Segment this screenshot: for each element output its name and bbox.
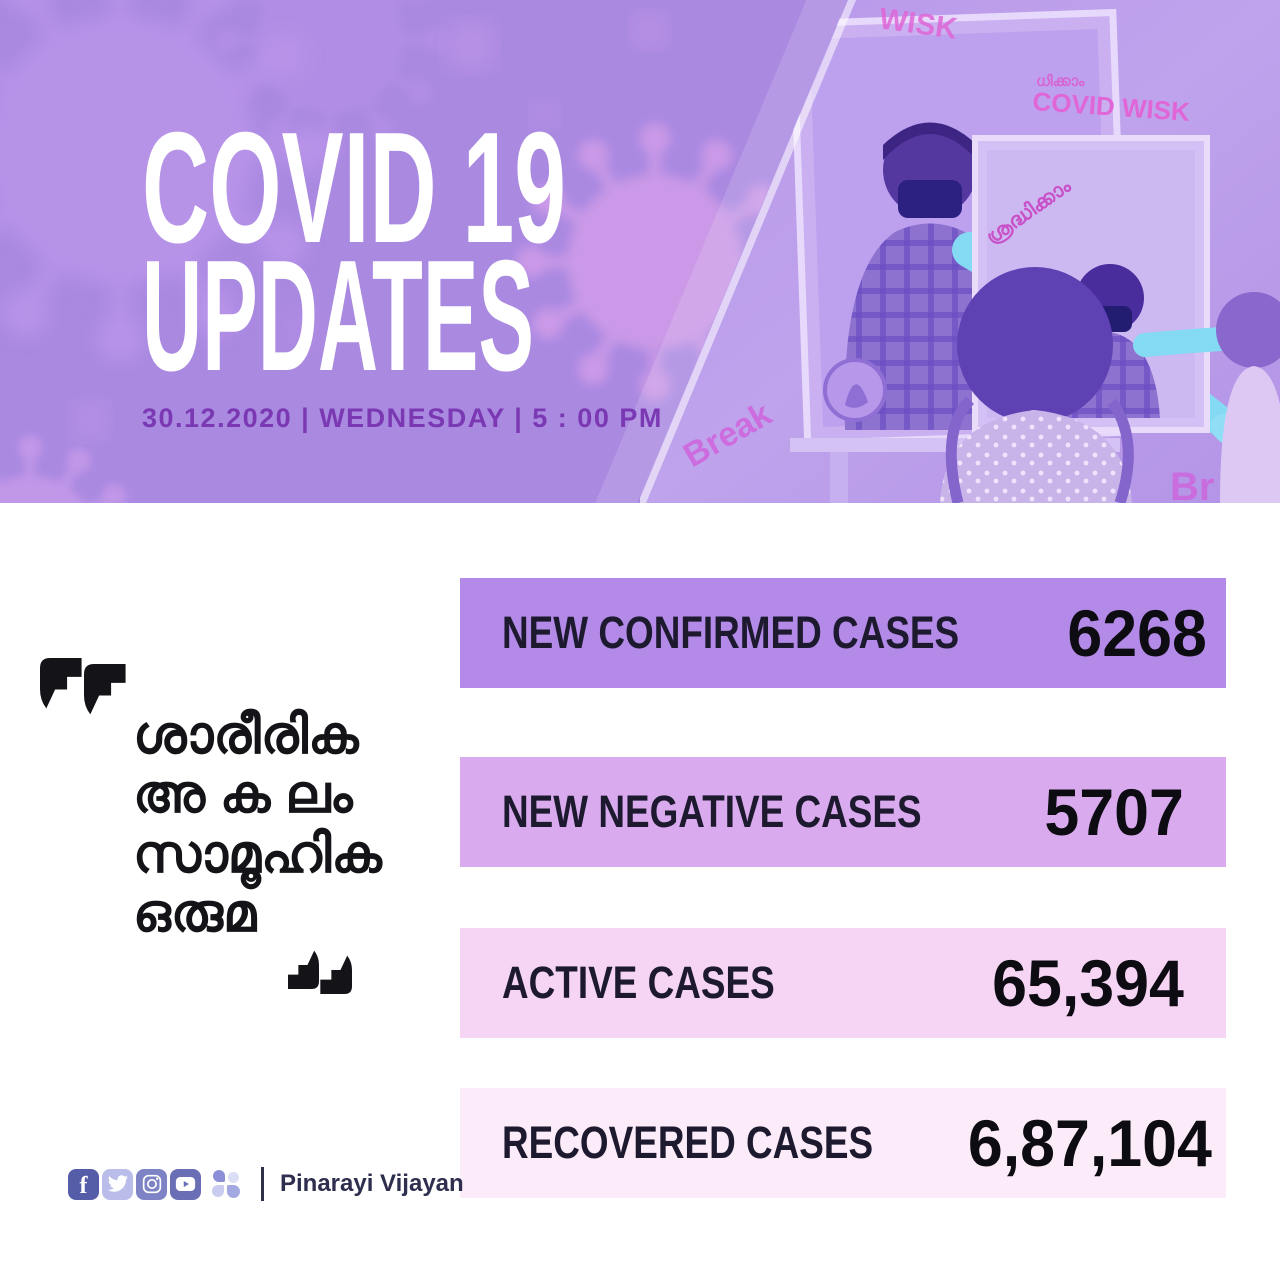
- svg-text:ധിക്കാം: ധിക്കാം: [1036, 73, 1085, 90]
- quote-line: ശാരീരിക: [133, 706, 359, 765]
- title-line-2: UPDATES: [142, 228, 534, 402]
- clover-logo: [211, 1168, 243, 1200]
- youtube-icon: [170, 1168, 201, 1200]
- covid-testing-kiosk-photo: WISK: [637, 0, 1280, 503]
- stat-value: 6268: [1066, 596, 1207, 670]
- instagram-icon: [136, 1168, 167, 1200]
- stat-value: 6,87,104: [967, 1106, 1212, 1180]
- twitter-icon: [102, 1168, 133, 1200]
- svg-text:Br: Br: [1170, 465, 1214, 503]
- close-quote-icon: [288, 950, 352, 994]
- date-time-line: 30.12.2020 | WEDNESDAY | 5 : 00 PM: [142, 403, 663, 433]
- quote-line: ഒരുമ: [133, 884, 257, 944]
- malayalam-quote: ശാരീരിക അ ക ലം സാമൂഹിക ഒരുമ: [133, 706, 463, 943]
- stat-label: NEW NEGATIVE CASES: [502, 786, 922, 837]
- quote-line: അ ക ലം: [133, 765, 353, 825]
- stat-label: RECOVERED CASES: [502, 1117, 874, 1168]
- open-quote-icon: [40, 658, 126, 715]
- attribution-name: Pinarayi Vijayan: [280, 1170, 464, 1197]
- stat-value: 65,394: [992, 946, 1184, 1020]
- stat-label: ACTIVE CASES: [502, 957, 775, 1008]
- hero-banner: WISK: [0, 0, 1280, 503]
- footer-divider: [261, 1167, 264, 1201]
- stat-value: 5707: [1044, 775, 1184, 849]
- title-line-1: COVID 19: [142, 122, 566, 276]
- stat-row-new-negative: NEW NEGATIVE CASES 5707: [460, 757, 1226, 867]
- quote-line: സാമൂഹിക: [133, 824, 382, 884]
- stat-label: NEW CONFIRMED CASES: [502, 607, 960, 658]
- stat-row-new-confirmed: NEW CONFIRMED CASES 6268: [460, 578, 1226, 688]
- kiosk-scene: WISK: [640, 0, 1280, 503]
- facebook-icon: f: [68, 1168, 99, 1200]
- footer-social-strip: f Pinarayi Vijayan: [68, 1166, 464, 1202]
- page-title: COVID 19 UPDATES: [142, 122, 566, 402]
- stat-row-recovered: RECOVERED CASES 6,87,104: [460, 1088, 1226, 1198]
- stat-row-active: ACTIVE CASES 65,394: [460, 928, 1226, 1038]
